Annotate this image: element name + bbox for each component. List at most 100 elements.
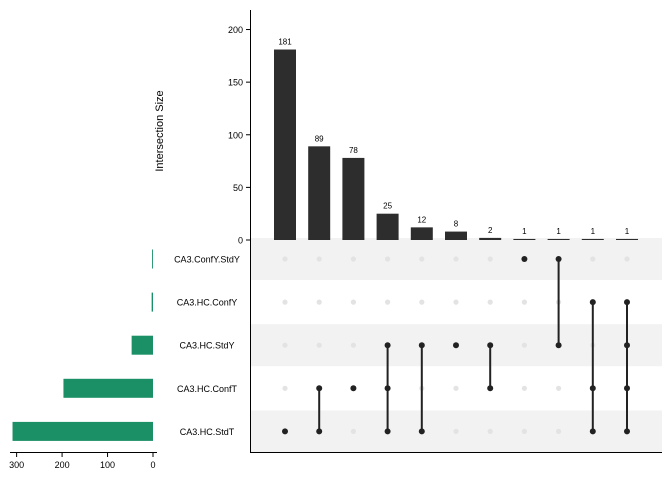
- matrix-dot-inactive: [316, 342, 322, 348]
- intersection-bar-label: 25: [383, 202, 392, 211]
- matrix-dot-active: [589, 385, 596, 392]
- matrix-dot-inactive: [556, 428, 562, 434]
- matrix-dot-inactive: [487, 428, 493, 434]
- matrix-dot-inactive: [453, 428, 459, 434]
- matrix-dot-active: [487, 342, 494, 349]
- y-tick-label: 150: [228, 78, 243, 88]
- y-tick-label: 200: [228, 25, 243, 35]
- matrix-dot-active: [624, 385, 630, 392]
- intersection-bar: [308, 146, 331, 240]
- y-tick-label: 100: [228, 130, 243, 140]
- matrix-dot-inactive: [590, 256, 596, 262]
- matrix-dot-active: [555, 342, 562, 349]
- matrix-dot-inactive: [282, 256, 288, 262]
- matrix-dot-active: [624, 342, 630, 349]
- intersection-bar: [513, 238, 536, 240]
- matrix-dot-inactive: [282, 385, 288, 391]
- matrix-dot-active: [453, 342, 459, 349]
- matrix-dot-active: [282, 428, 288, 435]
- intersection-bars: 181 89 78 25 12 8 2 1 1 1 1: [274, 38, 638, 241]
- matrix-dot-active: [384, 428, 391, 435]
- intersection-bar-label: 1: [556, 227, 561, 236]
- matrix-dot-inactive: [453, 256, 459, 262]
- set-axis-tick-label: 300: [9, 460, 24, 470]
- matrix-dot-active: [555, 256, 562, 262]
- matrix-dot-inactive: [487, 299, 493, 305]
- matrix-dot-inactive: [487, 256, 493, 262]
- matrix-dot-active: [316, 428, 323, 435]
- matrix-dot-active: [316, 385, 323, 392]
- intersection-bar-label: 1: [625, 227, 630, 236]
- matrix-dot-inactive: [385, 299, 391, 305]
- matrix-dot-inactive: [316, 256, 322, 262]
- matrix-dot-inactive: [350, 256, 356, 262]
- set-label: CA3.HC.StdT: [180, 427, 235, 437]
- matrix-dot-inactive: [419, 256, 425, 262]
- matrix-dot-inactive: [521, 428, 528, 434]
- intersection-bar: [342, 157, 365, 240]
- intersection-bar: [410, 227, 433, 240]
- set-size-bars: [12, 249, 154, 441]
- y-axis-label: Intersection Size: [154, 90, 166, 171]
- set-size-bar: [151, 292, 153, 312]
- matrix-dot-inactive: [419, 299, 425, 305]
- set-size-bar: [131, 335, 153, 355]
- set-label: CA3.HC.StdY: [179, 341, 234, 351]
- intersection-bar: [376, 213, 399, 240]
- matrix-dot-inactive: [453, 299, 459, 305]
- matrix-dot-active: [350, 385, 357, 392]
- matrix-dot-active: [589, 299, 596, 306]
- matrix-dot-inactive: [521, 299, 528, 305]
- set-size-bar: [152, 249, 153, 269]
- matrix-dot-active: [418, 342, 425, 349]
- intersection-bar-label: 89: [315, 134, 324, 143]
- matrix-dot-inactive: [453, 385, 459, 391]
- matrix-dot-inactive: [350, 299, 356, 305]
- set-axis-tick-label: 0: [150, 460, 155, 470]
- matrix-dot-active: [418, 428, 425, 435]
- y-tick-label: 50: [233, 183, 243, 193]
- intersection-bar: [616, 238, 638, 240]
- matrix-dot-inactive: [350, 428, 356, 434]
- intersection-bar-label: 1: [591, 227, 596, 236]
- set-label: CA3.HC.ConfT: [177, 384, 238, 394]
- matrix-dot-inactive: [521, 385, 528, 391]
- set-axis-tick-label: 100: [100, 460, 115, 470]
- set-size-bar: [12, 421, 154, 441]
- intersection-bar-label: 2: [488, 226, 493, 235]
- matrix-dot-active: [487, 385, 494, 392]
- intersection-bar-label: 78: [349, 146, 358, 155]
- intersection-bar-label: 181: [278, 38, 292, 47]
- matrix-dot-active: [589, 428, 596, 435]
- matrix-dot-inactive: [350, 342, 356, 348]
- intersection-bar-label: 12: [417, 215, 426, 224]
- y-tick-label: 0: [238, 236, 243, 246]
- intersection-bar-label: 1: [522, 227, 527, 236]
- matrix-dot-active: [624, 428, 630, 435]
- matrix-dot-active: [624, 299, 630, 306]
- set-axis-tick-label: 200: [55, 460, 70, 470]
- matrix-dot-inactive: [624, 256, 630, 262]
- intersection-bar: [479, 237, 502, 240]
- matrix-dot-inactive: [282, 299, 288, 305]
- matrix-dot-inactive: [556, 385, 562, 391]
- intersection-bar: [445, 231, 467, 240]
- intersection-size-axis: 0 50 100 150 200: [228, 10, 662, 453]
- matrix-dot-inactive: [316, 299, 322, 305]
- intersection-bar: [274, 49, 296, 241]
- intersection-bar: [581, 238, 604, 240]
- matrix-dot-active: [384, 342, 391, 349]
- matrix-dot-active: [521, 256, 528, 262]
- matrix-dot-inactive: [282, 342, 288, 348]
- set-size-bar: [63, 378, 153, 398]
- set-size-axis: 300 200 100 0: [9, 452, 157, 470]
- intersection-bar-label: 8: [454, 220, 459, 229]
- set-labels: CA3.ConfY.StdY CA3.HC.ConfY CA3.HC.StdY CA3…: [174, 255, 240, 437]
- intersection-bar: [547, 238, 570, 240]
- matrix-dot-inactive: [521, 342, 528, 348]
- matrix-dot-active: [384, 385, 391, 392]
- set-label: CA3.ConfY.StdY: [174, 255, 240, 265]
- intersection-matrix: [282, 256, 630, 435]
- matrix-dot-inactive: [385, 256, 391, 262]
